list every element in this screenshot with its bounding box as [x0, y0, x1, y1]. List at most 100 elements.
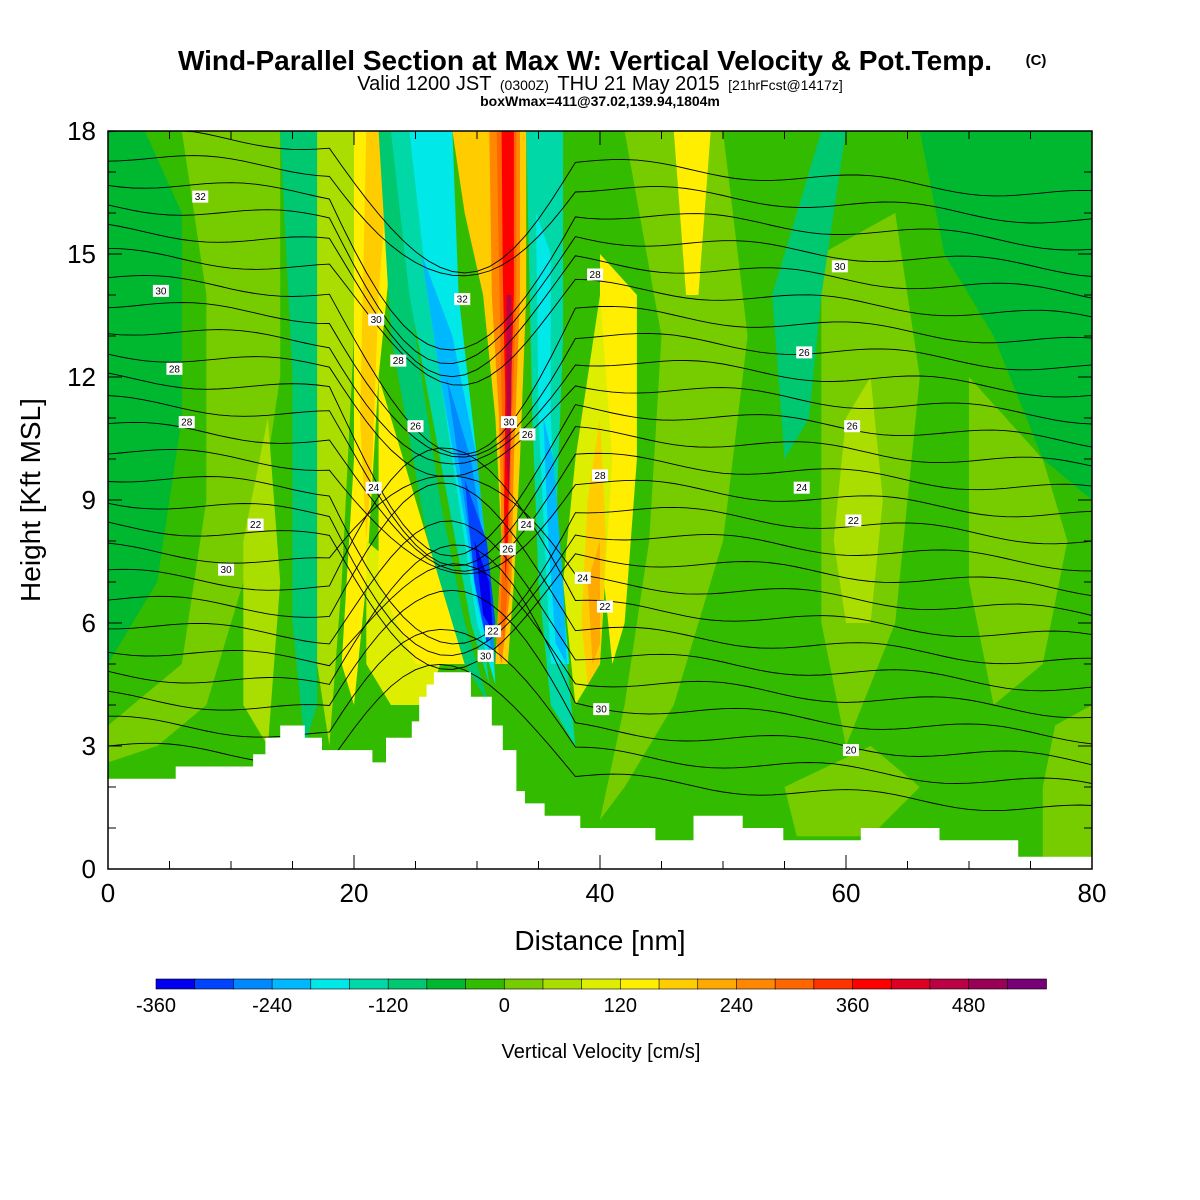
contour-label-bg [831, 260, 848, 273]
contour-label-bg [844, 420, 861, 433]
contour-label-text: 32 [457, 295, 469, 306]
contour-label-text: 24 [577, 573, 589, 584]
contour-label-bg [596, 600, 613, 613]
theta-contour-line [108, 475, 1092, 616]
colorbar-swatch [426, 978, 467, 990]
colorbar-swatch [1007, 978, 1047, 990]
contour-label-bg [499, 543, 516, 556]
theta-contour-line [108, 182, 1092, 351]
theta-contour-line [108, 274, 1092, 456]
colorbar-swatch [736, 978, 776, 990]
contour-label-text: 30 [503, 418, 515, 429]
contour-label-text: 20 [845, 746, 857, 757]
theta-contour-line [108, 204, 1092, 365]
colorbar-tick-label: 480 [952, 995, 985, 1017]
theta-contour-line [108, 302, 1092, 458]
velocity-region [360, 131, 391, 541]
colorbar-swatch [929, 978, 970, 990]
contour-label-text: 30 [596, 705, 608, 716]
x-tick-label: 20 [340, 878, 369, 908]
contour-label-text: 30 [221, 565, 233, 576]
contour-label-text: 26 [410, 422, 422, 433]
velocity-region [833, 377, 883, 623]
contour-label: 24 [574, 571, 591, 584]
contour-label: 28 [390, 354, 407, 367]
contour-label: 26 [407, 420, 424, 433]
colorbar-swatch [271, 978, 312, 990]
colorbar-swatch [310, 978, 351, 990]
theta-contour-line [108, 421, 1092, 572]
colorbar-swatch [542, 978, 583, 990]
theta-contour-line [108, 476, 1092, 645]
subtitle-utc: (0300Z) [500, 77, 549, 93]
contour-label: 30 [477, 649, 494, 662]
contour-label-bg [793, 481, 810, 494]
colorbar-tick-label: -360 [136, 995, 176, 1017]
colorbar-swatch [697, 978, 738, 990]
contour-label-bg [218, 563, 235, 576]
theta-contour-line [108, 395, 1092, 567]
contour-label: 30 [218, 563, 235, 576]
contour-label-text: 30 [834, 262, 846, 273]
contour-label: 30 [368, 313, 385, 326]
velocity-region [474, 541, 493, 632]
colorbar-labels: -360 -240 -120 0 120 240 360 480 [136, 995, 985, 1017]
contour-label: 22 [484, 625, 501, 638]
theta-contour-line [108, 520, 1092, 692]
theta-contour-line [108, 589, 1092, 766]
axis-ticks [108, 131, 1092, 869]
contour-label-text: 24 [796, 483, 808, 494]
y-tick-label: 6 [82, 608, 96, 638]
contour-label: 22 [247, 518, 264, 531]
contour-label-bg [587, 268, 604, 281]
colorbar-swatch [349, 978, 389, 990]
theta-contour-line [108, 482, 1092, 665]
contour-label-bg [500, 416, 517, 429]
velocity-region [919, 131, 1092, 500]
theta-contour-line [108, 353, 1092, 478]
contour-label-bg [192, 190, 209, 203]
contour-label: 22 [596, 600, 613, 613]
contour-label-bg [518, 518, 535, 531]
chart-subtitle-2: boxWmax=411@37.02,139.94,1804m [480, 93, 720, 109]
contour-label-text: 22 [250, 520, 262, 531]
contour-label-text: 24 [368, 483, 380, 494]
theta-contour-line [108, 131, 1092, 274]
contour-label-bg [178, 416, 195, 429]
velocity-region [243, 418, 281, 746]
copyright-mark: (C) [1026, 52, 1047, 69]
chart-subtitle: Valid 1200 JST (0300Z) THU 21 May 2015 [… [357, 73, 842, 95]
contour-label-bg [519, 428, 536, 441]
theta-contour-line [108, 521, 1092, 670]
contour-label: 22 [845, 514, 862, 527]
colorbar-swatch [658, 978, 699, 990]
colorbar-swatch [852, 978, 893, 990]
velocity-region [536, 213, 570, 664]
velocity-region [600, 131, 748, 820]
contour-label: 24 [365, 481, 382, 494]
contour-label-text: 30 [371, 315, 383, 326]
velocity-region [587, 541, 600, 664]
colorbar-swatch [233, 978, 273, 990]
x-tick-label: 60 [832, 878, 861, 908]
colorbar-swatch [968, 978, 1009, 990]
contour-label-text: 22 [599, 602, 611, 613]
contour-label: 26 [796, 346, 813, 359]
velocity-region [378, 131, 490, 705]
contour-label-bg [454, 293, 471, 306]
theta-contour-line [108, 329, 1092, 465]
contour-label: 28 [178, 416, 195, 429]
contour-label: 30 [593, 703, 610, 716]
contour-label-bg [247, 518, 264, 531]
terrain-mask [108, 672, 1092, 869]
y-tick-label: 9 [82, 485, 96, 515]
contour-label-bg [477, 649, 494, 662]
y-tick-label: 18 [67, 116, 96, 146]
subtitle-valid: Valid 1200 JST [357, 73, 491, 95]
velocity-region [108, 131, 182, 664]
x-tick-label: 40 [586, 878, 615, 908]
velocity-region [784, 746, 920, 837]
chart-title: Wind-Parallel Section at Max W: Vertical… [178, 45, 992, 76]
y-axis-label: Height [Kft MSL] [15, 398, 46, 602]
